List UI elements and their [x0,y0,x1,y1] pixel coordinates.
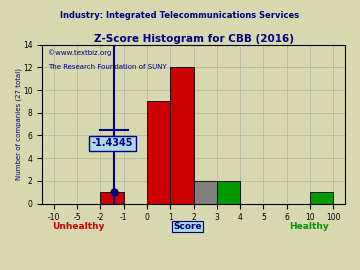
Text: The Research Foundation of SUNY: The Research Foundation of SUNY [48,64,167,70]
Bar [194,181,217,204]
Bar [217,181,240,204]
Text: Healthy: Healthy [289,222,329,231]
Y-axis label: Number of companies (27 total): Number of companies (27 total) [15,68,22,180]
Bar [170,68,194,204]
Bar [100,192,124,204]
Text: Score: Score [173,222,202,231]
Bar [147,102,170,204]
Text: ©www.textbiz.org: ©www.textbiz.org [48,49,112,56]
Text: Unhealthy: Unhealthy [52,222,105,231]
Bar [310,192,333,204]
Text: -1.4345: -1.4345 [92,139,133,148]
Text: Industry: Integrated Telecommunications Services: Industry: Integrated Telecommunications … [60,11,300,20]
Title: Z-Score Histogram for CBB (2016): Z-Score Histogram for CBB (2016) [94,34,294,44]
